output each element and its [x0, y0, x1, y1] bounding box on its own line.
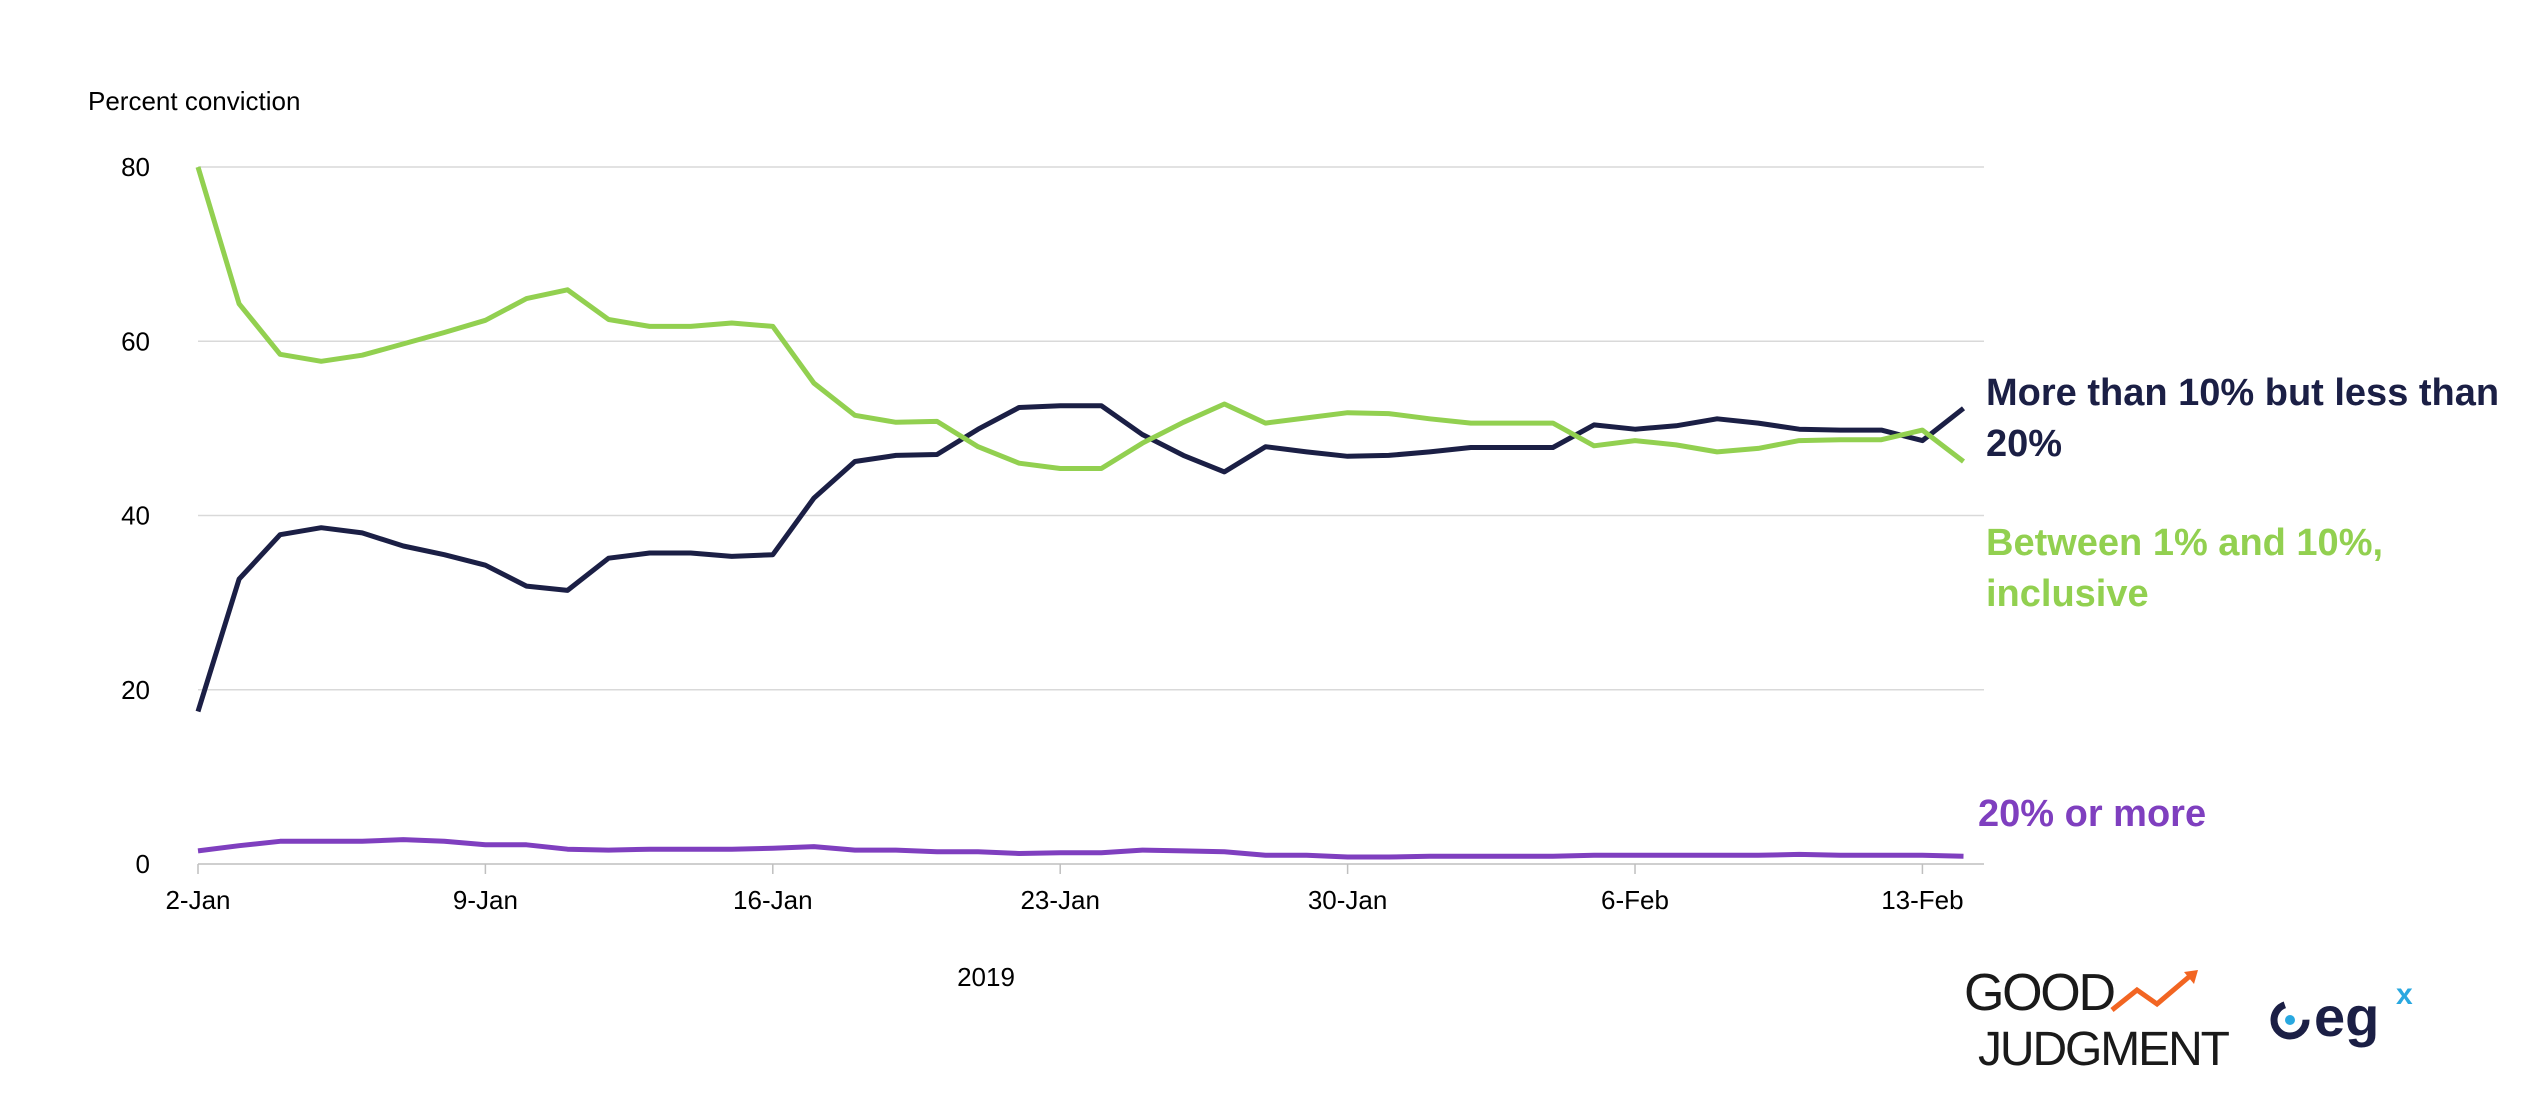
- y-axis-ticks: 0 20 40 60 80: [121, 152, 150, 879]
- gridlines: [198, 166, 1984, 865]
- x-tick-label: 16-Jan: [733, 885, 813, 915]
- x-tick-label: 30-Jan: [1308, 885, 1388, 915]
- y-tick-label: 40: [121, 501, 150, 531]
- series-label-more-than-10: More than 10% but less than 20%: [1986, 372, 2500, 465]
- y-tick-label: 80: [121, 152, 150, 182]
- x-tick-label: 9-Jan: [453, 885, 518, 915]
- x-tick-label: 2-Jan: [165, 885, 230, 915]
- x-axis-label: 2019: [957, 962, 1015, 992]
- y-tick-label: 0: [136, 849, 150, 879]
- x-tick-label: 23-Jan: [1020, 885, 1100, 915]
- y-tick-label: 60: [121, 326, 150, 356]
- series-line-2: [197, 837, 1964, 860]
- svg-text:x: x: [2396, 980, 2413, 1011]
- y-axis-label: Percent conviction: [88, 86, 300, 116]
- svg-text:JUDGMENT: JUDGMENT: [1978, 1023, 2230, 1072]
- svg-text:GOOD: GOOD: [1964, 964, 2114, 1022]
- x-tick-label: 6-Feb: [1601, 885, 1669, 915]
- x-axis-ticks: 2-Jan 9-Jan 16-Jan 23-Jan 30-Jan 6-Feb 13-Feb: [165, 864, 1964, 915]
- egx-swirl-icon: [2270, 1000, 2310, 1040]
- x-tick-label: 13-Feb: [1881, 885, 1963, 915]
- svg-text:eg: eg: [2314, 985, 2379, 1048]
- series-label-between-1-and-10: Between 1% and 10%, inclusive: [1986, 522, 2384, 615]
- series-lines: [195, 166, 1966, 860]
- egx-logo: eg x: [2270, 980, 2413, 1048]
- series-line-1: [195, 166, 1966, 471]
- series-line-0: [195, 403, 1966, 713]
- series-label-20-or-more: 20% or more: [1978, 793, 2207, 835]
- y-tick-label: 20: [121, 675, 150, 705]
- good-judgment-logo: GOOD JUDGMENT: [1964, 964, 2230, 1072]
